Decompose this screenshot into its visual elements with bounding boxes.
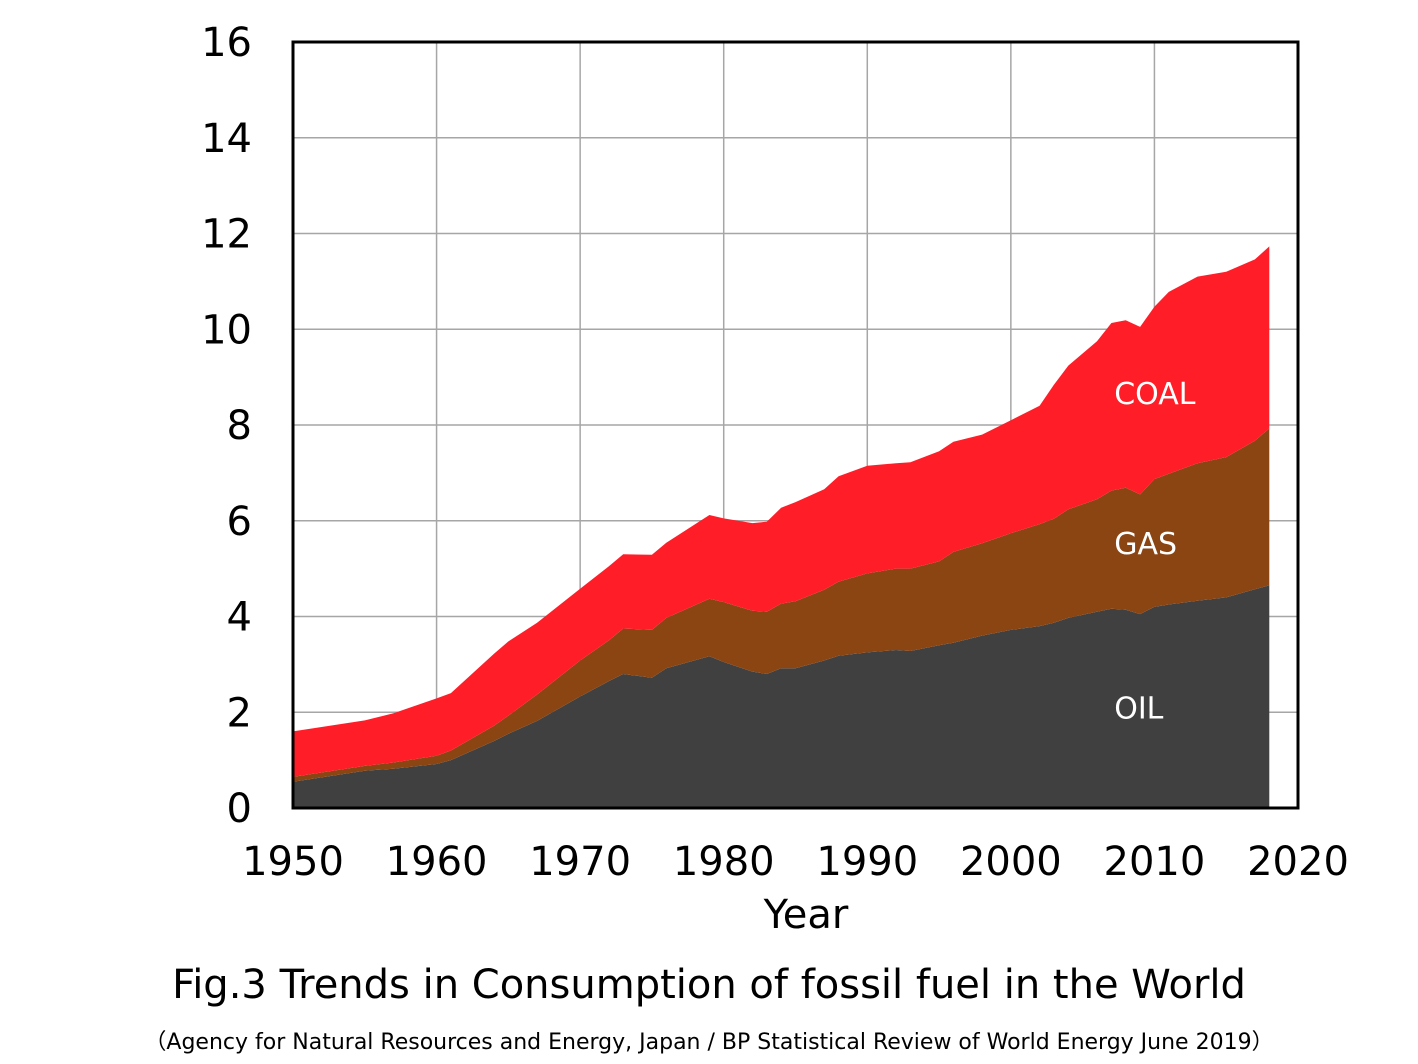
series-label-oil: OIL	[1114, 691, 1163, 726]
x-tick-label: 1960	[386, 839, 488, 885]
y-tick-label: 4	[227, 595, 252, 641]
x-tick-label: 2000	[960, 839, 1062, 885]
x-tick-label: 1970	[529, 839, 631, 885]
x-tick-label: 1980	[673, 839, 775, 885]
figure-source: （Agency for Natural Resources and Energy…	[144, 1030, 1274, 1055]
y-tick-label: 12	[201, 212, 252, 258]
y-tick-label: 14	[201, 116, 252, 162]
chart: 0 2 4 6 8 10 12 14 16 1950 1960 1970 1980 1990 2000 20…	[201, 20, 1349, 938]
y-tick-label: 10	[201, 307, 252, 353]
x-tick-label: 1990	[816, 839, 918, 885]
area-oil	[293, 585, 1270, 808]
x-axis-title: Year	[763, 892, 849, 938]
y-tick-label: 6	[227, 499, 252, 545]
y-tick-label: 0	[227, 786, 252, 832]
y-tick-label: 2	[227, 690, 252, 736]
x-tick-label: 1950	[242, 839, 344, 885]
x-tick-label: 2010	[1104, 839, 1206, 885]
figure-caption: Fig.3 Trends in Consumption of fossil fu…	[172, 962, 1246, 1008]
x-tick-label: 2020	[1247, 839, 1349, 885]
y-axis-ticks: 0 2 4 6 8 10 12 14 16	[201, 20, 252, 832]
y-tick-label: 8	[227, 403, 252, 449]
area-series	[293, 246, 1270, 808]
series-label-coal: COAL	[1114, 377, 1196, 412]
series-labels: OIL GAS COAL	[1114, 377, 1196, 727]
series-label-gas: GAS	[1114, 527, 1177, 562]
area-coal	[293, 246, 1270, 777]
y-tick-label: 16	[201, 20, 252, 66]
area-gas	[293, 428, 1270, 782]
plot-frame	[291, 40, 1300, 810]
x-axis-ticks: 1950 1960 1970 1980 1990 2000 2010 2020	[242, 839, 1349, 885]
